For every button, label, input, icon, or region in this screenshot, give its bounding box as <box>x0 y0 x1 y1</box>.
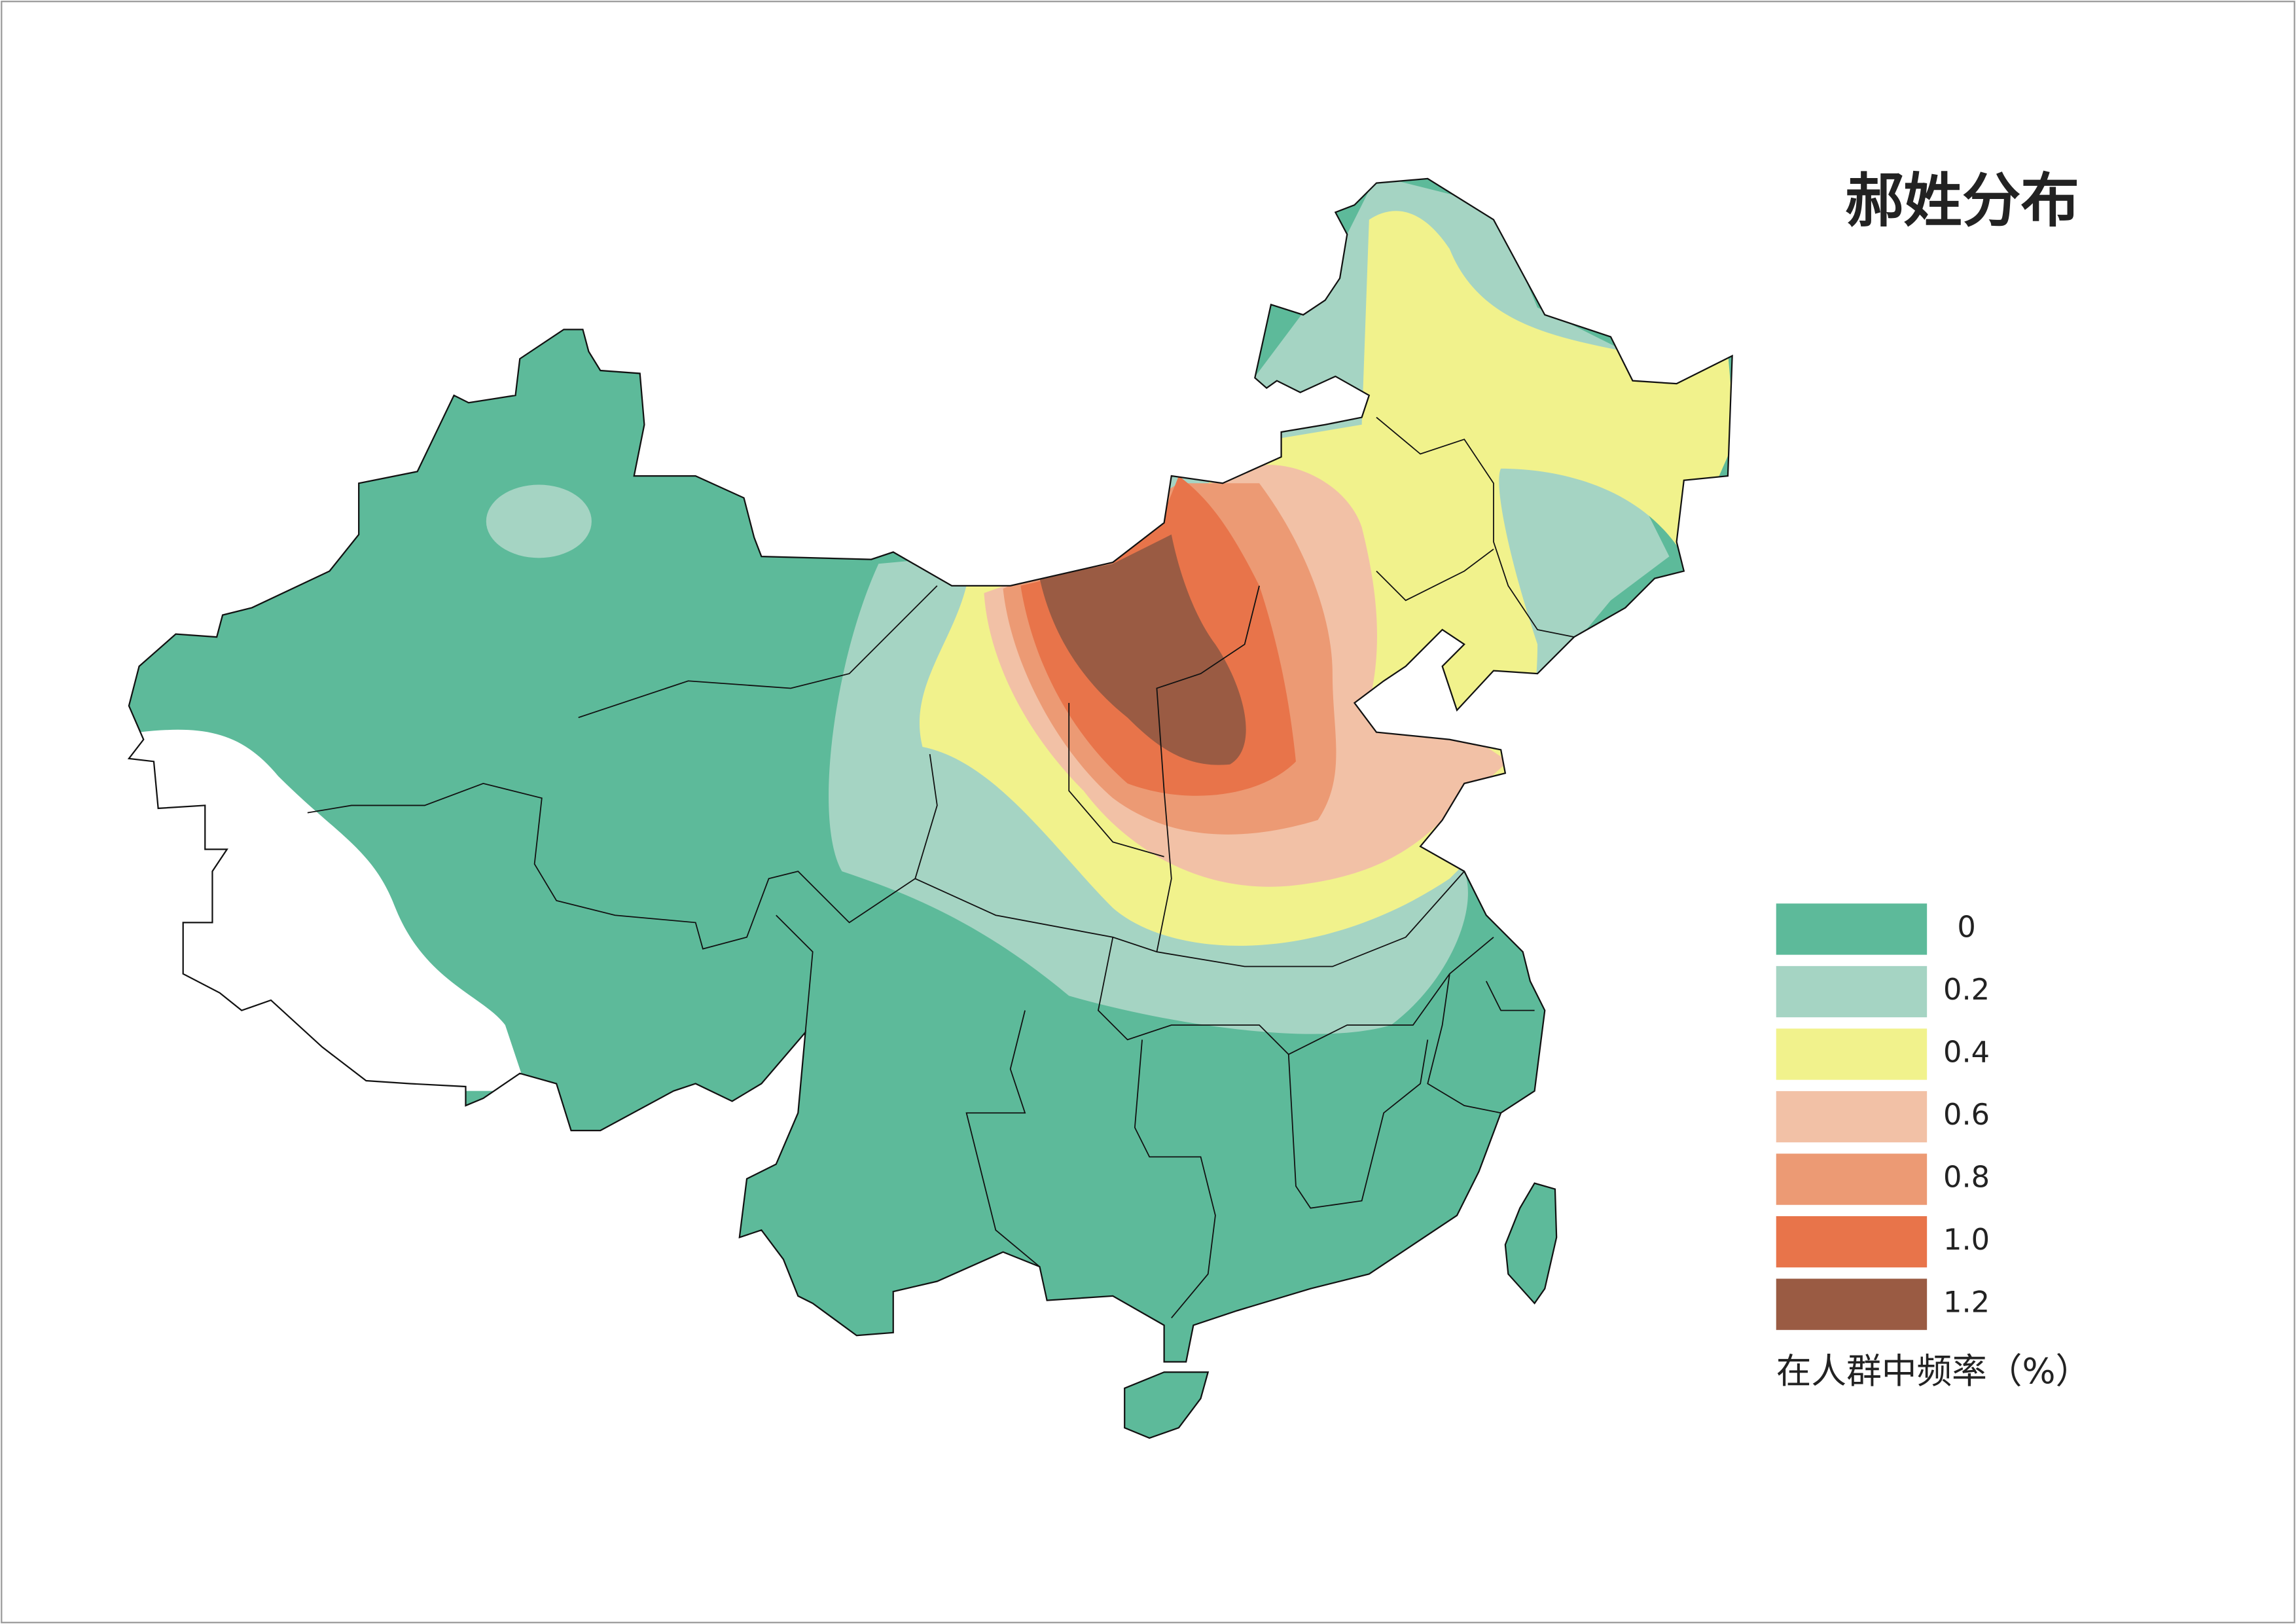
hainan <box>1124 1371 1210 1439</box>
border <box>1376 416 1575 638</box>
legend-swatch <box>1776 1153 1928 1205</box>
legend-label: 1.2 <box>1943 1285 1990 1320</box>
legend-swatch <box>1776 1278 1928 1330</box>
legend: 0 0.2 0.4 0.6 0.8 1.0 1.2 <box>1776 903 1990 1330</box>
legend-label: 0.8 <box>1943 1160 1990 1195</box>
legend-swatch <box>1776 965 1928 1018</box>
legend-swatch <box>1776 1028 1928 1080</box>
zone-1 <box>486 484 592 558</box>
legend-label: 0.6 <box>1943 1097 1990 1132</box>
legend-swatch <box>1776 1091 1928 1143</box>
taiwan <box>1504 1182 1558 1305</box>
map-title: 郝姓分布 <box>1845 168 2079 236</box>
legend-label: 0.4 <box>1943 1035 1990 1070</box>
legend-label: 0.2 <box>1943 972 1990 1007</box>
legend-label: 1.0 <box>1943 1222 1990 1257</box>
border <box>307 754 938 950</box>
legend-swatch <box>1776 903 1928 955</box>
border <box>965 1010 1429 1319</box>
border <box>1097 937 1494 1055</box>
legend-caption: 在人群中频率（%） <box>1776 1350 2091 1392</box>
border <box>1427 973 1535 1114</box>
zone-6 <box>1039 534 1246 765</box>
border <box>1068 585 1260 952</box>
legend-swatch <box>1776 1216 1928 1268</box>
border <box>776 871 1465 1033</box>
province-borders <box>307 416 1575 1319</box>
legend-label: 0 <box>1957 909 1975 944</box>
border <box>578 585 938 719</box>
